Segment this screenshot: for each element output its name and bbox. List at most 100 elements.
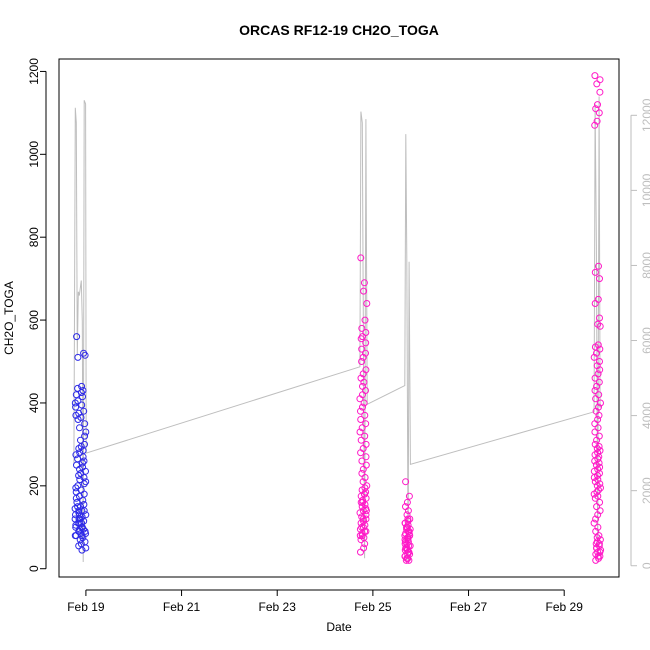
y-left-tick-label: 600: [27, 310, 41, 330]
data-point: [404, 515, 412, 523]
data-point: [595, 532, 603, 540]
data-point: [591, 72, 599, 80]
y-axis-label: CH2O_TOGA: [2, 281, 16, 355]
axis-layer: Feb 19 Feb 21 Feb 23 Feb 25 Feb 27 Feb 29 0 200…: [27, 58, 650, 614]
data-point: [596, 358, 603, 365]
x-tick-label: Feb 25: [354, 600, 392, 614]
data-point: [82, 511, 90, 519]
data-point: [72, 488, 80, 496]
data-point: [356, 509, 364, 517]
data-point: [362, 339, 370, 347]
data-point: [361, 411, 369, 419]
data-point: [81, 432, 89, 440]
data-point: [362, 507, 370, 515]
data-point: [359, 498, 367, 506]
data-point: [358, 324, 366, 332]
data-point: [594, 552, 602, 560]
data-point: [596, 366, 604, 374]
data-point: [361, 540, 369, 548]
data-point: [73, 461, 80, 469]
data-point: [596, 322, 604, 330]
data-point: [595, 443, 603, 450]
data-point: [357, 416, 365, 423]
data-point: [591, 387, 599, 394]
y-left-tick-label: 400: [27, 393, 41, 413]
data-point: [596, 314, 603, 322]
data-point: [591, 300, 599, 307]
chart-title: ORCAS RF12-19 CH2O_TOGA: [239, 22, 439, 38]
data-point: [361, 432, 369, 440]
data-point: [363, 300, 371, 307]
data-point: [358, 345, 366, 353]
data-point: [79, 496, 87, 504]
data-point: [79, 459, 86, 467]
data-point: [405, 492, 413, 500]
data-point: [593, 503, 601, 511]
data-point: [360, 544, 368, 552]
data-point: [76, 424, 83, 432]
data-point: [593, 80, 601, 88]
data-point: [76, 476, 84, 484]
data-point: [594, 101, 601, 109]
data-point: [74, 482, 82, 490]
data-point: [596, 548, 604, 556]
data-point: [406, 550, 414, 558]
data-point: [357, 548, 364, 556]
data-point: [357, 254, 365, 262]
data-point: [591, 494, 599, 502]
data-point: [405, 530, 413, 537]
y-left-tick-label: 200: [27, 475, 41, 495]
data-point: [359, 353, 367, 361]
data-point: [357, 407, 364, 415]
data-point: [78, 519, 86, 527]
data-point: [592, 105, 600, 113]
data-point: [594, 511, 602, 519]
data-point: [359, 370, 367, 378]
x-tick-label: Feb 27: [450, 600, 488, 614]
series-line-right-axis: [73, 96, 601, 563]
data-point: [82, 544, 90, 552]
data-point: [71, 399, 79, 407]
y-right-tick-label: 8000: [640, 252, 650, 279]
data-point: [405, 542, 413, 550]
data-point: [358, 532, 366, 540]
data-point: [360, 399, 368, 407]
data-point: [403, 511, 411, 519]
data-point: [75, 445, 83, 452]
data-point: [71, 532, 79, 540]
x-axis-label: Date: [326, 620, 352, 634]
data-point: [596, 88, 604, 96]
data-point: [590, 353, 598, 361]
data-point: [72, 391, 80, 399]
data-point: [358, 358, 366, 365]
plot-frame: [58, 58, 620, 578]
data-point: [360, 279, 368, 287]
y-left-tick-label: 1000: [27, 141, 41, 168]
y-right-tick-label: 12000: [640, 98, 650, 132]
data-point: [362, 453, 370, 461]
data-point: [82, 530, 90, 537]
data-point: [590, 519, 598, 527]
data-point: [78, 401, 86, 409]
data-point: [79, 393, 86, 401]
data-point: [359, 515, 367, 523]
data-point: [361, 316, 369, 324]
data-point: [81, 351, 89, 359]
data-point: [80, 480, 88, 488]
data-point: [592, 515, 600, 523]
data-point: [362, 527, 370, 535]
data-point: [404, 554, 412, 562]
data-point: [591, 121, 599, 129]
data-point: [356, 395, 364, 403]
data-point: [78, 546, 86, 554]
data-point: [82, 428, 90, 436]
data-point: [76, 449, 84, 457]
x-tick-label: Feb 29: [546, 600, 584, 614]
data-point: [75, 542, 83, 550]
data-point: [591, 428, 599, 436]
data-point: [75, 507, 83, 515]
data-point: [595, 262, 602, 270]
data-point: [597, 399, 604, 407]
data-point: [593, 349, 600, 357]
data-point: [75, 527, 83, 535]
